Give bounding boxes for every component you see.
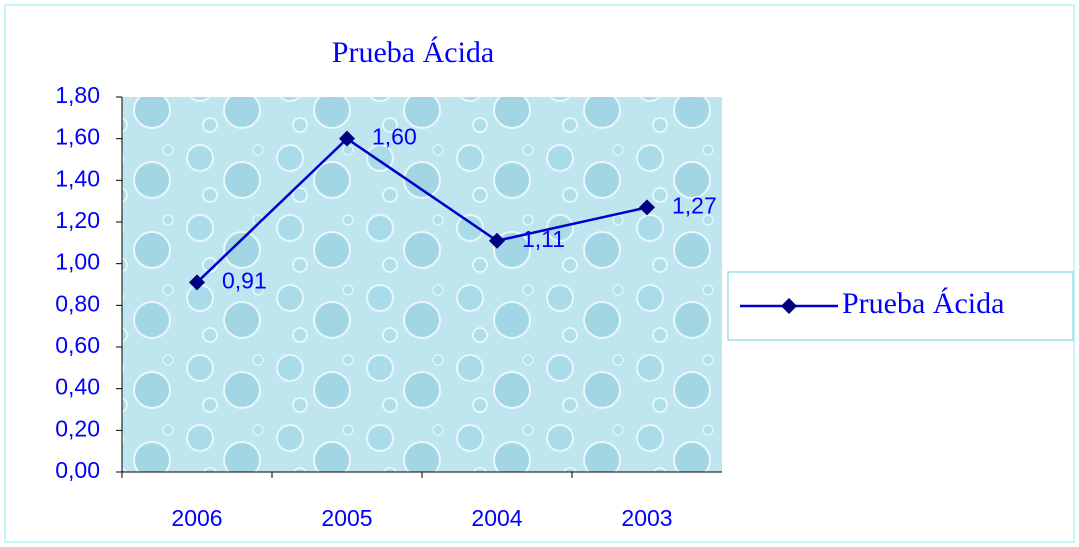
plot-area [122, 97, 722, 472]
data-label: 1,11 [522, 226, 565, 252]
data-label: 1,27 [672, 192, 717, 218]
y-tick-label: 0,00 [55, 457, 100, 483]
marker [639, 199, 655, 216]
y-tick-label: 0,20 [55, 415, 100, 441]
line [196, 137, 648, 284]
data-label: 0,91 [222, 267, 267, 293]
x-tick-label: 2004 [471, 505, 522, 531]
y-tick-label: 1,20 [55, 207, 100, 233]
marker [489, 232, 505, 249]
y-tick-label: 1,00 [55, 249, 100, 275]
y-tick-label: 1,40 [55, 165, 100, 191]
x-tick-label: 2005 [321, 505, 372, 531]
y-tick-label: 1,60 [55, 124, 100, 150]
y-tick-label: 1,80 [55, 82, 100, 108]
chart-title: Prueba Ácida [332, 36, 494, 69]
legend-marker [781, 298, 797, 314]
x-tick-label: 2006 [171, 505, 222, 531]
legend-label: Prueba Ácida [842, 287, 1004, 320]
data-label: 1,60 [372, 124, 417, 150]
y-tick-label: 0,60 [55, 332, 100, 358]
x-tick-label: 2003 [621, 505, 672, 531]
marker [339, 130, 355, 147]
y-tick-label: 0,80 [55, 290, 100, 316]
y-tick-label: 0,40 [55, 374, 100, 400]
marker [189, 274, 205, 291]
